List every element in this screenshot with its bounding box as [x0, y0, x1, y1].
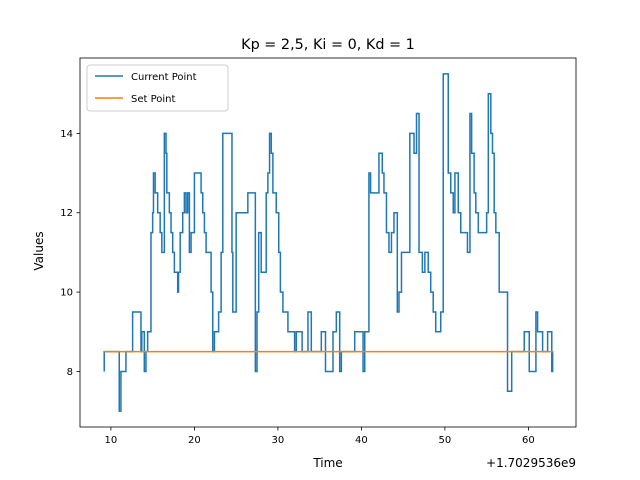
plot-area: 10 20 30 40 50 60 8 10 12 14 [60, 57, 577, 446]
legend: Current Point Set Point [86, 64, 229, 112]
legend-label: Set Point [131, 94, 176, 105]
legend-label: Current Point [131, 72, 197, 83]
x-tick-label: 50 [439, 435, 452, 446]
y-tick-label: 12 [60, 208, 73, 219]
x-tick-label: 10 [105, 435, 118, 446]
axes-frame [79, 57, 577, 428]
x-tick-label: 20 [188, 435, 201, 446]
y-tick-label: 14 [60, 129, 73, 140]
y-tick-label: 10 [60, 288, 73, 299]
y-tick-label: 8 [67, 367, 73, 378]
y-axis-label: Values [32, 231, 46, 270]
x-axis-label: Time [312, 456, 342, 470]
x-tick-label: 60 [522, 435, 535, 446]
chart-title: Kp = 2,5, Ki = 0, Kd = 1 [241, 37, 415, 53]
x-axis-offset-label: +1.7029536e9 [486, 456, 576, 470]
x-tick-label: 40 [355, 435, 368, 446]
x-tick-label: 30 [272, 435, 285, 446]
